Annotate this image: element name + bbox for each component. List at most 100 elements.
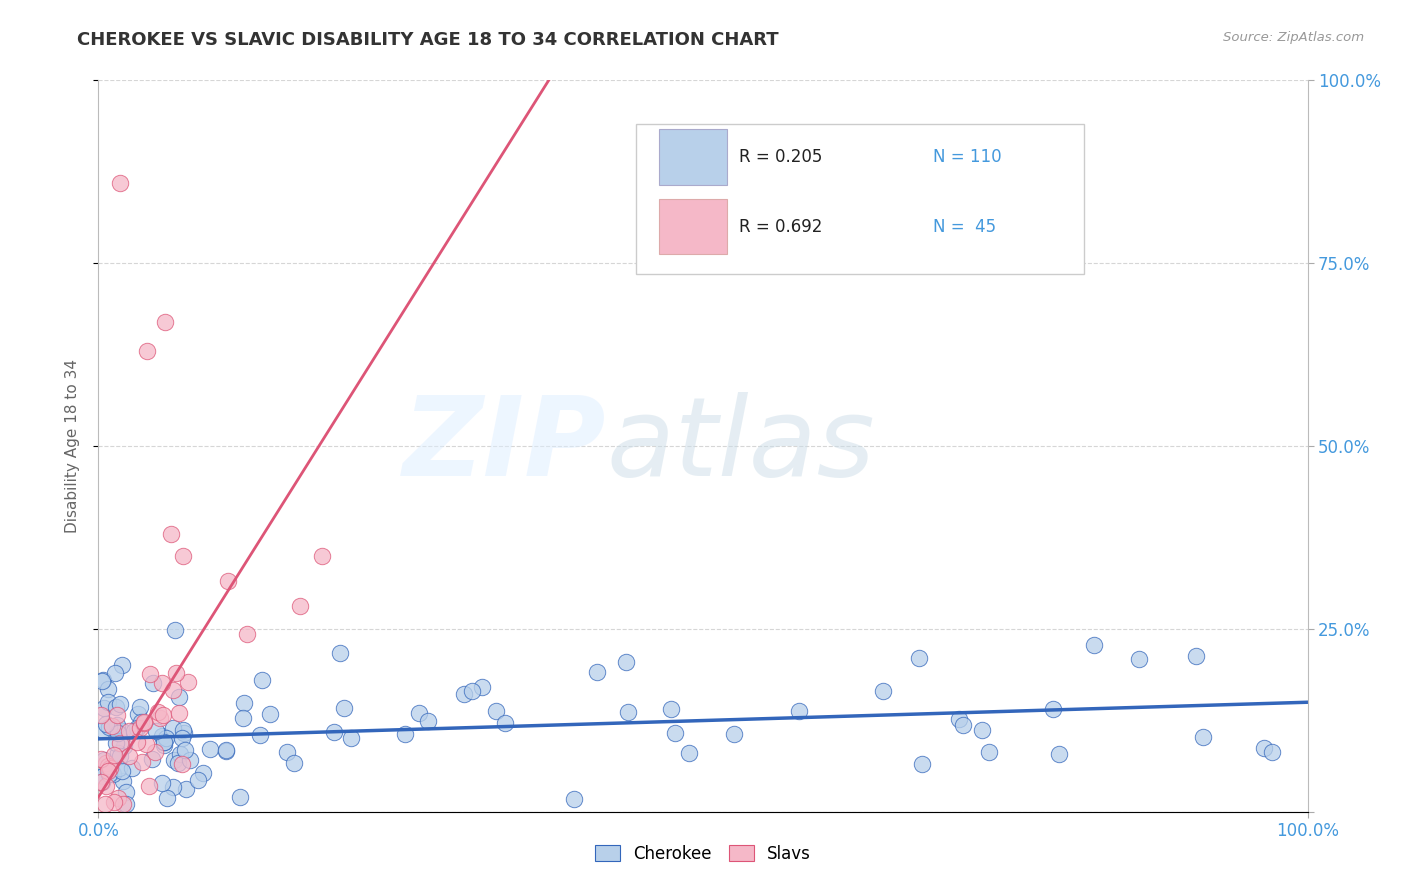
Point bbox=[100, 719, 122, 733]
Point bbox=[228, 790, 250, 805]
Point bbox=[128, 699, 150, 714]
Point bbox=[91, 673, 114, 687]
Point bbox=[111, 724, 134, 739]
Point bbox=[179, 753, 201, 767]
Point bbox=[150, 729, 173, 743]
Y-axis label: Disability Age 18 to 34: Disability Age 18 to 34 bbox=[65, 359, 80, 533]
Legend: Cherokee, Slavs: Cherokee, Slavs bbox=[589, 838, 817, 869]
Point bbox=[94, 797, 117, 812]
Point bbox=[170, 756, 193, 771]
Point bbox=[138, 779, 160, 793]
Point bbox=[145, 723, 167, 738]
Point bbox=[142, 676, 165, 690]
Point bbox=[90, 708, 112, 723]
Point bbox=[131, 756, 153, 770]
Point bbox=[236, 627, 259, 641]
Point bbox=[146, 705, 169, 719]
Point bbox=[191, 765, 214, 780]
Point bbox=[167, 756, 190, 770]
Text: ZIP: ZIP bbox=[402, 392, 606, 500]
Point bbox=[908, 650, 931, 665]
Point bbox=[160, 526, 183, 541]
Point bbox=[139, 667, 162, 681]
Point bbox=[132, 715, 155, 730]
Text: atlas: atlas bbox=[606, 392, 875, 500]
Point bbox=[150, 676, 173, 690]
Text: R = 0.692: R = 0.692 bbox=[740, 218, 823, 235]
Point bbox=[91, 723, 114, 737]
Point bbox=[107, 746, 129, 760]
Point bbox=[132, 715, 155, 730]
Point bbox=[167, 706, 190, 720]
Point bbox=[91, 774, 114, 789]
Point bbox=[108, 176, 131, 190]
Point bbox=[122, 724, 145, 739]
Point bbox=[972, 723, 994, 737]
Point bbox=[952, 717, 974, 731]
Point bbox=[453, 687, 475, 701]
Point bbox=[585, 665, 607, 679]
Point bbox=[107, 791, 129, 805]
FancyBboxPatch shape bbox=[659, 199, 727, 254]
Point bbox=[100, 761, 122, 775]
Point bbox=[172, 723, 194, 738]
Text: N = 110: N = 110 bbox=[932, 148, 1001, 166]
Point bbox=[111, 657, 134, 672]
Point bbox=[90, 774, 112, 789]
Point bbox=[661, 702, 683, 716]
Point bbox=[96, 764, 118, 778]
Point bbox=[169, 747, 191, 761]
Point bbox=[276, 745, 298, 759]
Point bbox=[91, 768, 114, 782]
Point bbox=[288, 599, 311, 613]
Point bbox=[1191, 731, 1213, 745]
Point bbox=[394, 726, 416, 740]
Point bbox=[97, 681, 120, 696]
Point bbox=[232, 711, 254, 725]
Point bbox=[105, 708, 128, 723]
Text: CHEROKEE VS SLAVIC DISABILITY AGE 18 TO 34 CORRELATION CHART: CHEROKEE VS SLAVIC DISABILITY AGE 18 TO … bbox=[77, 31, 779, 49]
Point bbox=[129, 715, 152, 730]
Point bbox=[97, 766, 120, 780]
Point bbox=[143, 745, 166, 759]
Point bbox=[232, 697, 254, 711]
Point bbox=[97, 759, 120, 773]
Point bbox=[617, 705, 640, 719]
Point bbox=[198, 742, 221, 756]
Point bbox=[121, 761, 143, 775]
Point bbox=[215, 743, 238, 757]
Point bbox=[127, 721, 149, 735]
Point bbox=[485, 704, 508, 718]
Point bbox=[125, 735, 148, 749]
Point bbox=[91, 673, 114, 688]
Point bbox=[104, 666, 127, 681]
Point bbox=[101, 765, 124, 780]
Point bbox=[977, 745, 1000, 759]
Point bbox=[678, 747, 700, 761]
Point bbox=[948, 712, 970, 726]
Point bbox=[1261, 745, 1284, 759]
Point bbox=[110, 697, 132, 711]
Point bbox=[218, 574, 240, 588]
Point bbox=[1128, 652, 1150, 666]
Point bbox=[94, 756, 117, 770]
Point bbox=[107, 718, 129, 732]
Point bbox=[127, 707, 149, 722]
Point bbox=[112, 774, 135, 789]
Point bbox=[129, 721, 152, 735]
Point bbox=[149, 711, 172, 725]
Point bbox=[664, 726, 686, 740]
Point bbox=[174, 743, 197, 757]
Point bbox=[339, 731, 361, 745]
Point bbox=[93, 753, 115, 767]
Point bbox=[1047, 747, 1070, 762]
Point bbox=[911, 756, 934, 771]
Point bbox=[172, 549, 194, 563]
Point bbox=[723, 727, 745, 741]
Point bbox=[162, 682, 184, 697]
Point bbox=[177, 675, 200, 690]
Point bbox=[135, 343, 157, 358]
Text: R = 0.205: R = 0.205 bbox=[740, 148, 823, 166]
Point bbox=[163, 623, 186, 637]
Point bbox=[1042, 701, 1064, 715]
